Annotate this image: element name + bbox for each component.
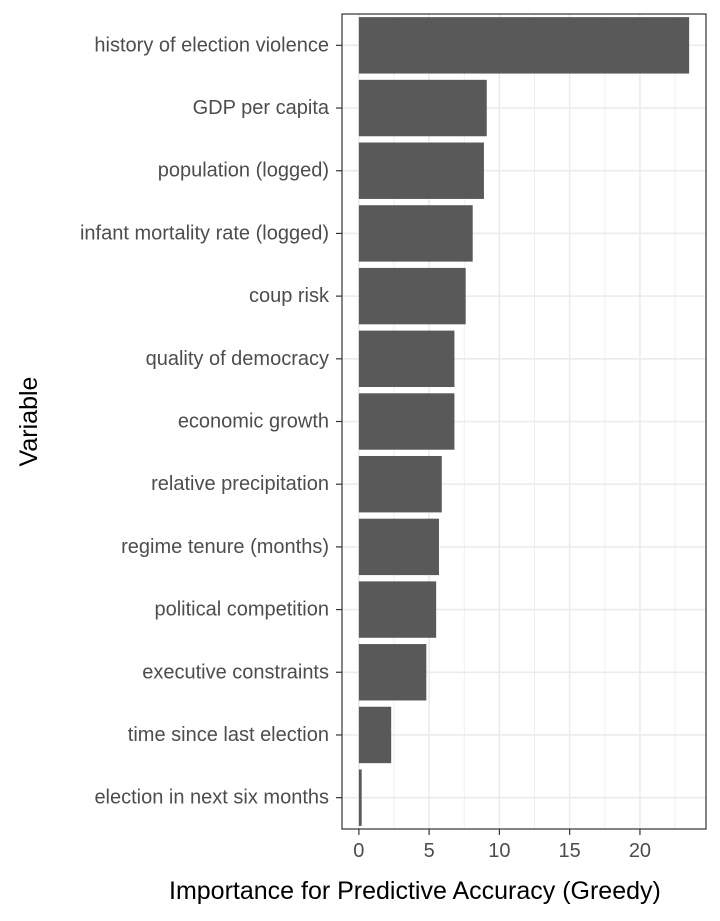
bar [358, 142, 484, 199]
x-tick-label: 15 [559, 840, 581, 862]
y-tick-label: quality of democracy [146, 348, 329, 370]
bar [358, 205, 473, 262]
bar [358, 267, 466, 325]
bar [358, 455, 442, 513]
axis-layer: history of election violence GDP per capi… [80, 34, 651, 862]
x-tick-label: 0 [353, 840, 364, 862]
y-tick-label: infant mortality rate (logged) [80, 222, 329, 244]
y-tick-label: political competition [154, 599, 329, 621]
y-tick-label: election in next six months [94, 787, 329, 809]
x-axis-title: Importance for Predictive Accuracy (Gree… [169, 877, 661, 905]
bar [358, 581, 437, 638]
bar [358, 706, 392, 764]
bar [358, 644, 427, 701]
bar [358, 330, 455, 388]
bar [358, 518, 439, 576]
y-tick-label: relative precipitation [151, 473, 329, 495]
y-tick-label: GDP per capita [193, 97, 330, 119]
x-tick-label: 20 [629, 840, 651, 862]
bar [358, 393, 455, 450]
bar [358, 769, 362, 826]
x-tick-label: 5 [424, 840, 435, 862]
bar [358, 17, 690, 74]
y-tick-label: history of election violence [94, 34, 329, 56]
y-tick-label: executive constraints [142, 661, 329, 683]
x-tick-label: 10 [488, 840, 510, 862]
y-tick-label: time since last election [128, 724, 329, 746]
bar-layer [358, 17, 690, 826]
y-tick-label: economic growth [178, 411, 329, 433]
y-axis-title: Variable [15, 377, 43, 467]
y-tick-label: regime tenure (months) [121, 536, 329, 558]
bar [358, 79, 487, 137]
y-tick-label: population (logged) [158, 160, 329, 182]
y-tick-label: coup risk [249, 285, 330, 307]
